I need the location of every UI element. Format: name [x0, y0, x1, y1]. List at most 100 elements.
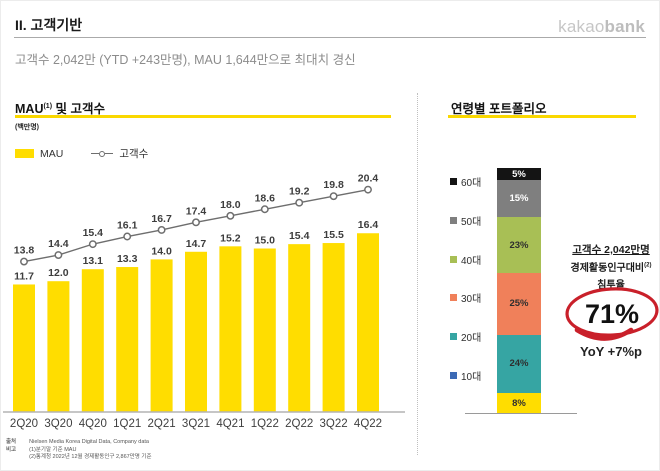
- mau-bar: [322, 243, 345, 412]
- customers-point-label: 19.2: [289, 186, 310, 198]
- source-label: 출처: [6, 439, 17, 445]
- mau-bar: [185, 251, 207, 412]
- mau-swatch-icon: [15, 149, 34, 158]
- mau-bar: [219, 246, 242, 412]
- mau-bar: [150, 259, 173, 412]
- mau-bar: [357, 233, 379, 412]
- customers-point-label: 17.4: [186, 205, 207, 217]
- mau-bar-label: 14.7: [186, 238, 207, 250]
- age-legend-swatch-icon: [450, 333, 457, 341]
- x-axis-label: 1Q22: [251, 418, 279, 430]
- logo-kakao: kakao: [558, 17, 605, 36]
- x-axis-label: 4Q21: [216, 418, 244, 430]
- age-legend-label: 50대: [461, 216, 482, 228]
- mau-bar-label: 16.4: [358, 219, 379, 231]
- customers-point: [295, 198, 304, 207]
- mau-bar: [288, 244, 311, 412]
- mau-bar-label: 12.0: [48, 267, 69, 279]
- customers-point-label: 19.8: [323, 179, 344, 191]
- legend-customers-label: 고객수: [119, 148, 149, 160]
- age-legend-swatch-icon: [450, 371, 457, 379]
- age-segment: 8%: [497, 393, 541, 413]
- customers-point: [157, 226, 166, 234]
- age-legend-label: 10대: [461, 371, 482, 383]
- age-segment: 25%: [497, 273, 541, 335]
- stacked-bar-axis: [465, 413, 577, 414]
- x-axis-label: 2Q22: [285, 418, 313, 430]
- age-legend-label: 20대: [461, 333, 482, 345]
- right-title-underline: [448, 115, 636, 118]
- customers-point-label: 13.8: [14, 245, 35, 257]
- source-text: Nielsen Media Korea Digital Data, Compan…: [29, 439, 149, 445]
- mau-bar-label: 11.7: [14, 270, 34, 282]
- mau-bar: [13, 284, 35, 412]
- customer-line-icon: [91, 150, 114, 157]
- mau-bar-label: 15.2: [220, 232, 241, 244]
- age-segment: 15%: [497, 180, 541, 217]
- mau-bar-label: 15.4: [289, 230, 310, 242]
- x-axis-label: 3Q20: [44, 418, 72, 430]
- mau-bar-label: 15.5: [323, 229, 344, 241]
- age-legend-swatch-icon: [450, 294, 457, 302]
- customers-point: [364, 185, 372, 194]
- customers-point-label: 14.4: [48, 238, 69, 250]
- customers-point-label: 16.1: [117, 220, 138, 232]
- customers-point: [329, 192, 338, 201]
- x-axis-label: 4Q20: [79, 418, 107, 430]
- mau-bar: [253, 248, 276, 412]
- age-segment: 24%: [497, 334, 541, 394]
- age-legend-item: 20대: [450, 329, 481, 344]
- note-1: (1)분기말 기준 MAU: [29, 446, 77, 453]
- key-message: 고객수 2,042만 (YTD +243만명), MAU 1,644만으로 최대…: [15, 53, 356, 67]
- age-legend-swatch-icon: [450, 216, 457, 224]
- age-legend-swatch-icon: [450, 255, 457, 263]
- customers-point-label: 18.6: [255, 192, 276, 204]
- age-stacked-bar: 5% 15% 23% 25% 24% 8%: [497, 168, 541, 413]
- mau-bar-label: 13.3: [117, 253, 138, 265]
- left-chart-title: MAU(1) 및 고객수: [15, 102, 105, 116]
- customers-point: [20, 257, 28, 266]
- age-legend-label: 30대: [461, 294, 482, 306]
- mau-bar-label: 15.0: [255, 235, 276, 247]
- footnote-ref-2: (2): [644, 262, 652, 269]
- logo-bank: bank: [604, 17, 645, 36]
- mau-customers-chart: 11.7 12.0 13.1 13.3 14.0 14.7 15.2 15.0 15.4 15.5…: [3, 173, 405, 430]
- age-legend: 60대 50대 40대 30대 20대 10대: [450, 174, 481, 383]
- customers-point: [226, 211, 235, 220]
- x-axis-label: 3Q22: [320, 418, 348, 430]
- customers-point: [260, 205, 269, 214]
- age-legend-item: 60대: [450, 174, 481, 189]
- age-segment: 23%: [497, 217, 541, 274]
- mau-bar: [116, 267, 139, 412]
- legend-mau-label: MAU: [40, 147, 64, 160]
- x-axis-label: 2Q21: [148, 418, 176, 430]
- yoy-change: YoY +7%p: [579, 344, 643, 359]
- customers-point: [88, 240, 97, 249]
- unit-label: (백만명): [15, 124, 39, 131]
- annotation-population: 경제활동인구대비(2): [570, 262, 652, 274]
- x-axis-label: 3Q21: [182, 418, 210, 430]
- age-legend-swatch-icon: [450, 178, 457, 185]
- penetration-highlight: 71%: [561, 285, 659, 347]
- age-legend-label: 40대: [461, 255, 482, 267]
- mau-legend: MAU 고객수: [15, 146, 148, 161]
- age-legend-item: 10대: [450, 368, 481, 383]
- left-title-underline: [15, 115, 391, 118]
- customers-point: [54, 251, 63, 259]
- customers-point-label: 18.0: [220, 199, 241, 211]
- mau-bar: [81, 269, 104, 412]
- x-axis-label: 1Q21: [113, 418, 141, 430]
- note-label: 비고: [6, 446, 17, 453]
- mau-bar-label: 14.0: [151, 245, 172, 257]
- annotation-customers: 고객수 2,042만명: [572, 244, 650, 256]
- annotation-penetration: 침투율: [597, 280, 625, 291]
- page-title: II. 고객기반: [15, 17, 83, 33]
- customers-point-label: 16.7: [151, 213, 172, 225]
- kakaobank-logo: kakaobank: [558, 17, 645, 37]
- header-divider: [14, 37, 646, 38]
- penetration-annotation: 고객수 2,042만명 경제활동인구대비(2) 침투율: [557, 242, 659, 291]
- age-legend-label: 60대: [461, 178, 482, 189]
- customers-point: [192, 218, 200, 227]
- x-axis-label: 4Q22: [354, 418, 382, 430]
